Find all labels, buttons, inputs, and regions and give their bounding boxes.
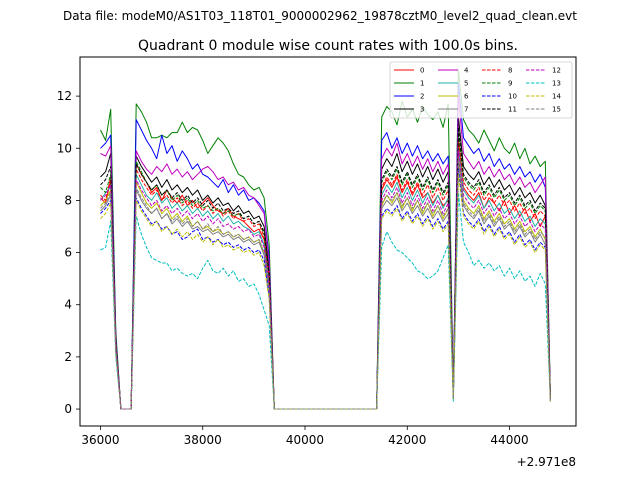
plot-frame <box>79 56 577 427</box>
chart-suptitle: Data file: modeM0/AS1T03_118T01_90000029… <box>63 9 577 23</box>
legend-label-6: 6 <box>464 93 469 101</box>
legend-label-2: 2 <box>420 93 424 101</box>
series-line-8 <box>100 137 551 410</box>
y-tick-label: 0 <box>64 402 72 416</box>
series-line-6 <box>100 155 551 410</box>
series-line-4 <box>100 95 551 410</box>
y-tick-label: 6 <box>64 246 72 260</box>
y-tick-label: 4 <box>64 298 72 312</box>
series-line-13 <box>100 192 551 410</box>
legend-label-12: 12 <box>552 67 561 75</box>
x-offset-label: +2.971e8 <box>517 455 576 469</box>
legend-label-9: 9 <box>508 80 512 88</box>
legend-label-7: 7 <box>464 106 468 114</box>
legend-label-5: 5 <box>464 80 468 88</box>
x-tick-label: 38000 <box>184 433 222 447</box>
x-tick-label: 36000 <box>81 433 119 447</box>
legend-label-3: 3 <box>420 106 424 114</box>
legend-label-0: 0 <box>420 67 424 75</box>
legend-label-10: 10 <box>508 93 517 101</box>
series-line-12 <box>100 150 551 410</box>
chart-title: Quadrant 0 module wise count rates with … <box>138 38 518 54</box>
legend-label-14: 14 <box>552 93 561 101</box>
y-tick-label: 2 <box>64 350 72 364</box>
legend-label-1: 1 <box>420 80 424 88</box>
series-line-9 <box>100 132 551 410</box>
axes-layer: 36000 38000 40000 42000 44000 0 2 4 6 8 10 12 <box>57 89 529 447</box>
y-tick-label: 8 <box>64 193 72 207</box>
legend-box <box>389 61 573 119</box>
x-tick-label: 44000 <box>490 433 528 447</box>
legend-label-15: 15 <box>552 106 561 114</box>
y-tick-label: 12 <box>57 89 72 103</box>
y-tick-label: 10 <box>57 141 72 155</box>
legend-label-4: 4 <box>464 67 469 75</box>
series-line-11 <box>100 126 551 410</box>
x-tick-label: 40000 <box>286 433 324 447</box>
legend-label-11: 11 <box>508 106 517 114</box>
legend-label-8: 8 <box>508 67 512 75</box>
series-line-1 <box>100 69 551 410</box>
series-line-15 <box>100 158 551 410</box>
series-line-3 <box>100 116 551 410</box>
legend-label-13: 13 <box>552 80 561 88</box>
series-layer <box>100 69 551 410</box>
x-tick-label: 42000 <box>388 433 426 447</box>
series-line-5 <box>100 147 551 410</box>
